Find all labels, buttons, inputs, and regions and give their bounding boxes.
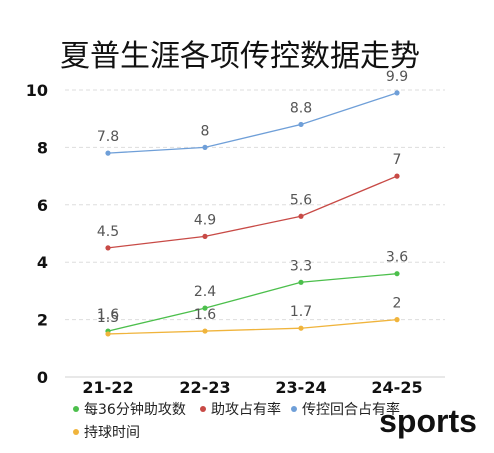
data-label: 1.6 bbox=[97, 307, 119, 323]
series-line bbox=[107, 175, 398, 249]
data-point bbox=[105, 331, 111, 337]
legend-marker bbox=[73, 406, 79, 412]
series-line bbox=[107, 273, 398, 332]
x-tick-label: 22-23 bbox=[179, 378, 230, 397]
legend-label: 每36分钟助攻数 bbox=[84, 401, 186, 418]
data-point bbox=[105, 150, 111, 156]
y-tick-label: 8 bbox=[37, 138, 48, 157]
legend-label: 助攻占有率 bbox=[211, 401, 281, 418]
series-layer bbox=[105, 90, 400, 337]
y-tick-label: 0 bbox=[37, 368, 48, 387]
data-point bbox=[298, 121, 304, 128]
data-label: 1.7 bbox=[290, 304, 312, 320]
grid bbox=[65, 89, 445, 321]
data-point bbox=[202, 328, 208, 334]
data-label: 5.6 bbox=[290, 192, 312, 208]
data-label: 4.9 bbox=[194, 212, 216, 228]
x-tick-label: 21-22 bbox=[82, 378, 133, 397]
data-point bbox=[105, 245, 111, 251]
data-point bbox=[394, 317, 400, 323]
y-axis: 0 2 4 6 8 10 bbox=[26, 81, 48, 387]
data-labels: 1.62.43.33.64.54.95.677.8 88.89.91.5 1.6 1.… bbox=[97, 69, 408, 326]
legend-label: 持球时间 bbox=[84, 425, 140, 441]
legend-marker bbox=[73, 429, 79, 435]
data-label: 1.6 bbox=[194, 307, 216, 323]
sports-watermark: sports bbox=[379, 403, 477, 439]
data-label: 2 bbox=[393, 296, 402, 312]
data-point bbox=[298, 325, 304, 331]
data-label: 7 bbox=[393, 152, 402, 168]
y-tick-label: 6 bbox=[37, 196, 48, 215]
data-label: 4.5 bbox=[97, 224, 119, 240]
legend-label: 传控回合占有率 bbox=[302, 401, 400, 418]
x-tick-label: 23-24 bbox=[275, 378, 326, 397]
y-tick-label: 2 bbox=[37, 311, 48, 330]
data-point bbox=[202, 144, 208, 150]
series-line bbox=[107, 318, 398, 335]
data-label: 7.8 bbox=[97, 129, 119, 145]
data-point bbox=[202, 305, 208, 311]
data-label: 3.6 bbox=[386, 250, 408, 266]
legend-marker bbox=[291, 406, 297, 412]
data-label: 2.4 bbox=[194, 284, 216, 300]
x-axis: 21-22 22-23 23-24 24-25 bbox=[65, 376, 445, 397]
chart-title: 夏普生涯各项传控数据走势 bbox=[60, 39, 420, 74]
data-label: 8 bbox=[201, 123, 210, 139]
data-point bbox=[298, 279, 304, 285]
legend-marker bbox=[200, 406, 206, 412]
data-point bbox=[394, 90, 400, 96]
y-tick-label: 10 bbox=[26, 81, 48, 100]
series-line bbox=[107, 92, 398, 154]
data-label: 1.5 bbox=[97, 310, 119, 326]
x-tick-label: 24-25 bbox=[371, 378, 422, 397]
data-label: 9.9 bbox=[386, 69, 408, 85]
data-label: 3.3 bbox=[290, 258, 312, 274]
data-point bbox=[202, 233, 208, 239]
data-label: 8.8 bbox=[290, 100, 312, 116]
data-point bbox=[394, 271, 400, 277]
data-point bbox=[298, 213, 304, 219]
y-tick-label: 4 bbox=[37, 253, 48, 272]
data-point bbox=[394, 173, 400, 179]
